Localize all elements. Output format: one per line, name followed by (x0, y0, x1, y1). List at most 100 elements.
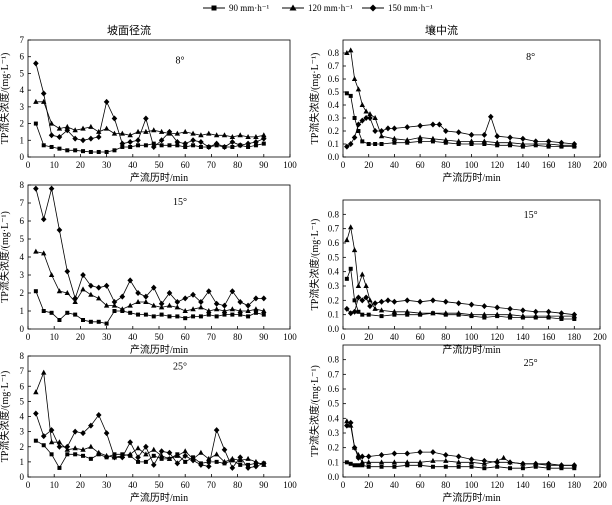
point-square (41, 143, 46, 148)
y-tick-label: 6 (20, 381, 25, 391)
point-diamond (72, 135, 78, 142)
point-square (418, 463, 423, 468)
point-diamond (378, 298, 385, 305)
slope-label: 8° (526, 52, 535, 63)
point-square (344, 460, 349, 465)
point-diamond (221, 446, 228, 453)
x-axis-label: 产流历时/min (130, 491, 188, 504)
point-triangle (174, 452, 181, 458)
legend-marker-square (211, 5, 217, 11)
point-diamond (174, 138, 181, 145)
point-square (222, 312, 227, 317)
point-diamond (494, 133, 500, 140)
point-square (57, 318, 62, 322)
point-diamond (455, 453, 462, 460)
point-diamond (365, 453, 372, 460)
point-square (49, 144, 54, 149)
point-square (33, 289, 38, 294)
point-triangle (48, 272, 55, 277)
point-square (151, 453, 156, 458)
series-90 (344, 460, 577, 471)
point-triangle (229, 306, 236, 312)
point-diamond (88, 135, 94, 142)
x-tick-label: 80 (233, 332, 243, 342)
point-triangle (213, 132, 220, 138)
point-square (373, 142, 378, 146)
point-triangle (404, 137, 410, 143)
x-tick-label: 30 (102, 332, 112, 342)
point-square (112, 452, 117, 457)
point-diamond (166, 290, 173, 296)
point-triangle (182, 448, 188, 454)
point-diamond (545, 460, 552, 467)
x-tick-label: 140 (516, 160, 530, 170)
point-diamond (143, 293, 149, 300)
x-tick-label: 120 (490, 332, 504, 342)
point-triangle (182, 308, 188, 313)
point-square (191, 314, 196, 319)
x-tick-label: 0 (26, 332, 31, 342)
y-tick-label: 0.1 (328, 457, 339, 467)
point-square (356, 309, 361, 314)
point-square (183, 316, 188, 321)
y-tick-label: 0 (20, 152, 25, 162)
y-tick-label: 2 (20, 288, 25, 298)
point-square (65, 310, 70, 315)
y-tick-label: 0.7 (328, 224, 340, 234)
series-150 (33, 410, 267, 471)
series-150 (344, 294, 578, 318)
point-triangle (135, 445, 141, 451)
x-tick-label: 100 (283, 480, 297, 490)
point-square (360, 463, 365, 468)
point-diamond (253, 138, 259, 145)
point-diamond (103, 430, 110, 437)
x-tick-label: 0 (26, 160, 31, 170)
slope-label: 8° (175, 55, 184, 66)
x-tick-label: 70 (207, 332, 217, 342)
point-diamond (558, 310, 565, 317)
point-square (261, 312, 266, 317)
point-square (33, 121, 38, 126)
point-diamond (261, 295, 267, 302)
point-triangle (151, 302, 157, 308)
point-square (246, 462, 251, 467)
x-tick-label: 200 (593, 480, 607, 490)
point-diamond (391, 298, 398, 305)
point-triangle (41, 250, 47, 256)
y-tick-label: 2 (20, 442, 25, 452)
x-tick-label: 80 (233, 160, 243, 170)
point-square (430, 139, 435, 144)
point-diamond (481, 303, 488, 310)
point-diamond (494, 304, 500, 311)
point-diamond (158, 448, 165, 455)
y-tick-label: 0.3 (328, 113, 340, 123)
point-square (198, 314, 203, 319)
point-diamond (88, 422, 94, 429)
point-triangle (355, 452, 362, 457)
point-diamond (213, 300, 220, 307)
panel-middle-left: 0 10 20 30 40 50 60 70 80 90 100 0 1 2 3 4 5 6 7 8 产流历时/min T… (0, 180, 297, 356)
point-square (366, 142, 371, 146)
point-triangle (455, 459, 462, 465)
x-tick-label: 60 (416, 480, 426, 490)
point-square (143, 312, 148, 317)
point-diamond (545, 308, 552, 315)
point-triangle (229, 133, 236, 139)
point-triangle (88, 123, 94, 129)
point-diamond (111, 454, 118, 461)
point-triangle (151, 446, 157, 452)
point-diamond (344, 422, 350, 429)
legend-marker-diamond (369, 4, 377, 12)
point-square (246, 314, 251, 319)
point-triangle (88, 443, 94, 449)
point-square (214, 459, 219, 464)
x-tick-label: 20 (76, 480, 86, 490)
point-diamond (143, 115, 149, 122)
point-square (120, 144, 125, 149)
point-square (430, 464, 435, 469)
point-diamond (95, 411, 102, 418)
x-tick-label: 60 (416, 160, 426, 170)
point-square (143, 143, 148, 148)
y-tick-label: 0.5 (328, 87, 340, 97)
y-tick-label: 4 (20, 85, 25, 95)
